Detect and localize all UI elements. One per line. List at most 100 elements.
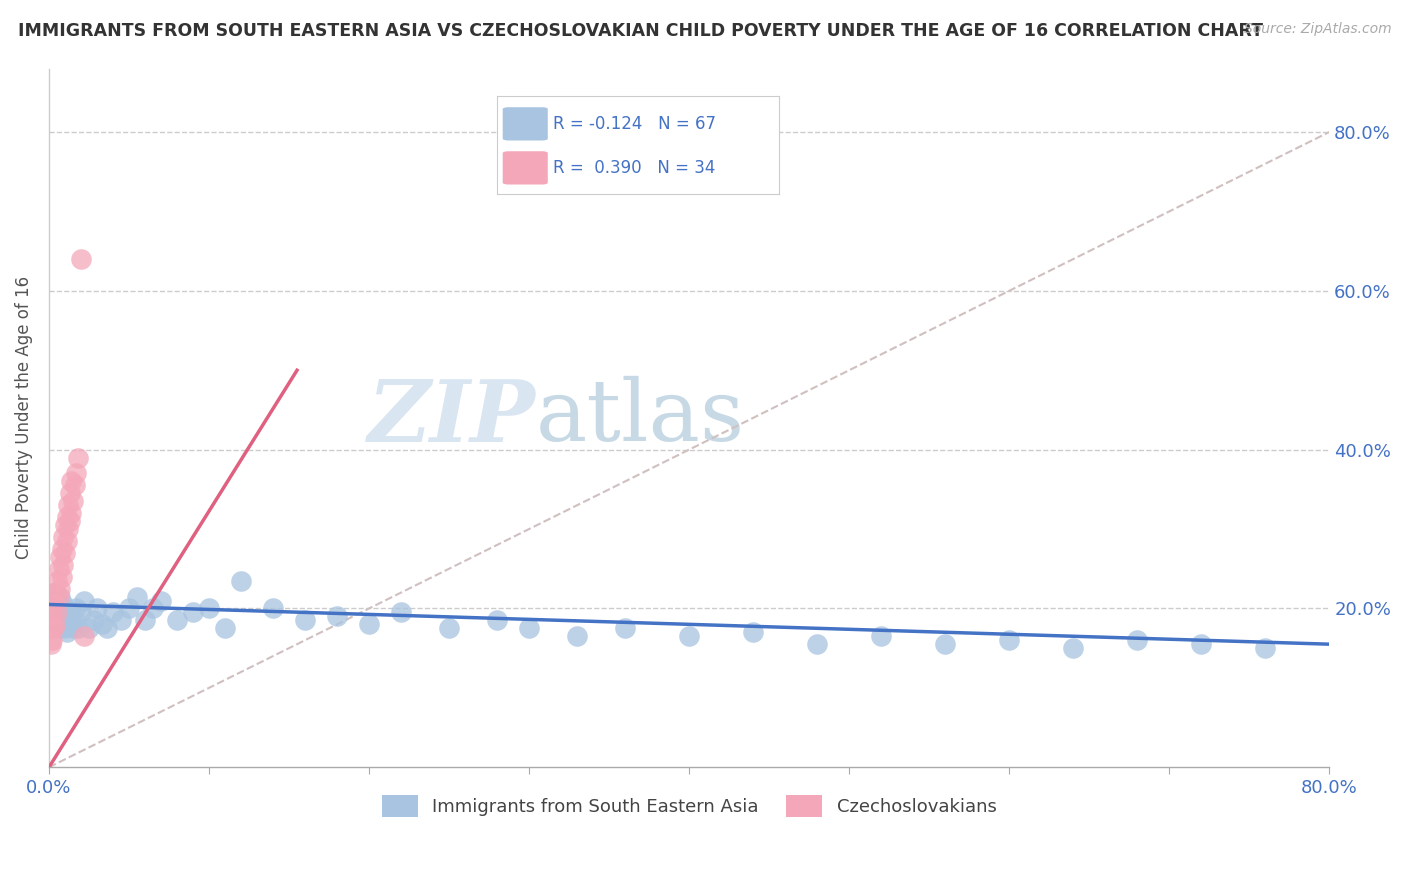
- Point: [806, 637, 828, 651]
- Point: [56, 522, 79, 536]
- Text: ZIP: ZIP: [367, 376, 536, 459]
- Point: [60, 506, 83, 520]
- Point: [614, 621, 637, 635]
- Point: [96, 621, 118, 635]
- Point: [101, 606, 124, 620]
- Point: [41, 606, 63, 620]
- Point: [41, 609, 63, 624]
- Point: [1189, 637, 1212, 651]
- Point: [51, 617, 73, 632]
- Point: [86, 601, 108, 615]
- Point: [51, 570, 73, 584]
- Point: [118, 601, 141, 615]
- Point: [90, 617, 112, 632]
- Point: [294, 613, 316, 627]
- Point: [678, 629, 700, 643]
- Point: [125, 590, 148, 604]
- Point: [44, 590, 66, 604]
- Point: [150, 593, 173, 607]
- Point: [83, 613, 105, 627]
- Point: [55, 613, 77, 627]
- Point: [52, 613, 75, 627]
- Point: [63, 478, 86, 492]
- Point: [56, 498, 79, 512]
- Point: [41, 633, 63, 648]
- Point: [55, 533, 77, 548]
- Point: [53, 518, 76, 533]
- Y-axis label: Child Poverty Under the Age of 16: Child Poverty Under the Age of 16: [15, 277, 32, 559]
- Point: [437, 621, 460, 635]
- Point: [62, 494, 84, 508]
- Point: [48, 621, 70, 635]
- Point: [48, 590, 70, 604]
- Point: [73, 593, 96, 607]
- Point: [60, 606, 83, 620]
- Point: [49, 549, 72, 564]
- Legend: Immigrants from South Eastern Asia, Czechoslovakians: Immigrants from South Eastern Asia, Czec…: [374, 789, 1004, 824]
- Point: [1062, 641, 1084, 656]
- Point: [326, 609, 349, 624]
- Point: [1126, 633, 1149, 648]
- Text: IMMIGRANTS FROM SOUTH EASTERN ASIA VS CZECHOSLOVAKIAN CHILD POVERTY UNDER THE AG: IMMIGRANTS FROM SOUTH EASTERN ASIA VS CZ…: [18, 22, 1263, 40]
- Point: [42, 598, 65, 612]
- Point: [53, 606, 76, 620]
- Point: [44, 606, 66, 620]
- Point: [46, 606, 69, 620]
- Point: [41, 585, 63, 599]
- Point: [52, 598, 75, 612]
- Point: [742, 625, 765, 640]
- Point: [49, 582, 72, 596]
- Point: [39, 593, 62, 607]
- Text: Source: ZipAtlas.com: Source: ZipAtlas.com: [1244, 22, 1392, 37]
- Point: [357, 617, 380, 632]
- Point: [870, 629, 893, 643]
- Point: [51, 541, 73, 556]
- Point: [181, 606, 204, 620]
- Point: [55, 625, 77, 640]
- Point: [59, 514, 82, 528]
- Point: [70, 606, 93, 620]
- Point: [486, 613, 509, 627]
- Point: [42, 598, 65, 612]
- Point: [214, 621, 236, 635]
- Point: [62, 621, 84, 635]
- Point: [48, 601, 70, 615]
- Text: atlas: atlas: [536, 376, 745, 459]
- Point: [49, 606, 72, 620]
- Point: [1254, 641, 1277, 656]
- Point: [53, 546, 76, 560]
- Point: [46, 574, 69, 588]
- Point: [44, 617, 66, 632]
- Point: [53, 621, 76, 635]
- Point: [65, 467, 87, 481]
- Point: [65, 601, 87, 615]
- Point: [134, 613, 156, 627]
- Point: [229, 574, 252, 588]
- Point: [42, 613, 65, 627]
- Point: [198, 601, 221, 615]
- Point: [66, 450, 89, 465]
- Point: [46, 609, 69, 624]
- Point: [42, 621, 65, 635]
- Point: [59, 486, 82, 500]
- Point: [52, 558, 75, 572]
- Point: [63, 613, 86, 627]
- Point: [262, 601, 284, 615]
- Point: [110, 613, 132, 627]
- Point: [46, 593, 69, 607]
- Point: [70, 252, 93, 266]
- Point: [66, 621, 89, 635]
- Point: [51, 601, 73, 615]
- Point: [52, 530, 75, 544]
- Point: [44, 585, 66, 599]
- Point: [389, 606, 412, 620]
- Point: [517, 621, 540, 635]
- Point: [60, 475, 83, 489]
- Point: [49, 590, 72, 604]
- Point: [48, 562, 70, 576]
- Point: [77, 621, 100, 635]
- Point: [73, 629, 96, 643]
- Point: [39, 621, 62, 635]
- Point: [565, 629, 588, 643]
- Point: [56, 609, 79, 624]
